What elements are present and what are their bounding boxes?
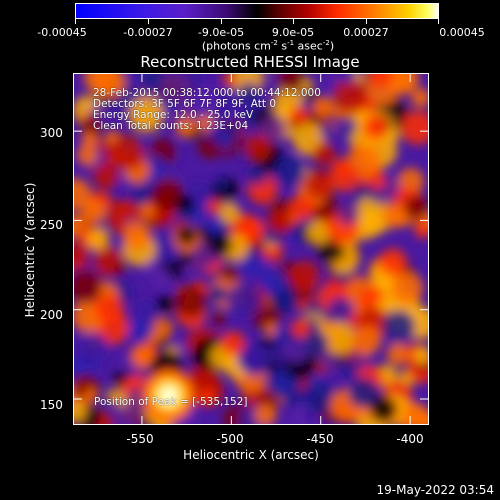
- colorbar-tick-label: -0.00045: [37, 26, 87, 39]
- colorbar-tick-label: 0.00045: [439, 26, 485, 39]
- colorbar-tick: [148, 19, 149, 24]
- y-axis-label: Heliocentric Y (arcsec): [23, 182, 37, 318]
- colorbar-tick-label: -0.00027: [123, 26, 173, 39]
- annotation-clean: Clean Total counts: 1.23E+04: [93, 120, 249, 132]
- timestamp: 19-May-2022 03:54: [376, 483, 494, 497]
- colorbar-tick: [221, 19, 222, 24]
- x-axis-label: Heliocentric X (arcsec): [183, 448, 319, 462]
- colorbar-tick-label: 9.0e-05: [271, 26, 315, 39]
- colorbar-tick: [438, 19, 439, 24]
- colorbar-unit-label: (photons cm-2 s-1 asec-2): [201, 39, 335, 53]
- colorbar: [75, 3, 439, 19]
- colorbar-tick-label: -9.0e-05: [197, 26, 245, 39]
- rhessi-image-plot: 28-Feb-2015 00:38:12.000 to 00:44:12.000…: [73, 73, 429, 425]
- y-tick-label: 150: [40, 398, 63, 412]
- colorbar-tick: [366, 19, 367, 24]
- y-tick-label: 200: [40, 308, 63, 322]
- x-tick-label: -500: [216, 432, 244, 446]
- annotation-detectors: Detectors: 3F 5F 6F 7F 8F 9F, Att 0: [93, 98, 277, 110]
- y-tick-label: 250: [40, 218, 63, 232]
- colorbar-tick: [293, 19, 294, 24]
- annotation-peak-position: Position of Peak = [-535,152]: [94, 396, 248, 408]
- map-title: Reconstructed RHESSI Image: [140, 53, 360, 71]
- x-tick-label: -550: [126, 432, 154, 446]
- colorbar-tick: [75, 19, 76, 24]
- annotation-time: 28-Feb-2015 00:38:12.000 to 00:44:12.000: [93, 87, 321, 99]
- annotation-energy: Energy Range: 12.0 - 25.0 keV: [93, 109, 254, 121]
- colorbar-tick-label: 0.00027: [343, 26, 389, 39]
- heatmap-image: [74, 74, 428, 424]
- x-tick-label: -400: [396, 432, 424, 446]
- y-tick-label: 300: [40, 126, 63, 140]
- x-tick-label: -450: [306, 432, 334, 446]
